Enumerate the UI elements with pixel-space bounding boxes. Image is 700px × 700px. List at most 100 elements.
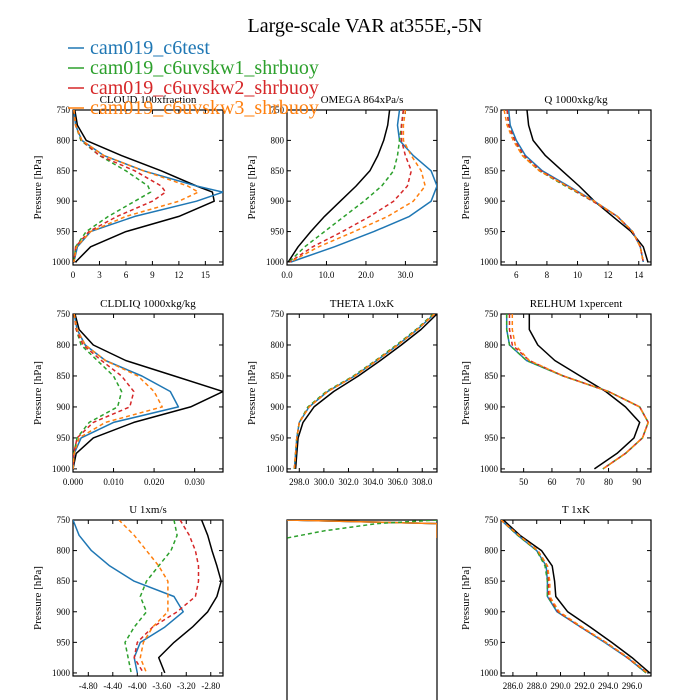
panels-group: CLOUD 100xfraction Pressure [hPa] 750 800 85…: [32, 94, 652, 700]
series-group: [287, 520, 437, 539]
x-tick-label: 302.0: [338, 477, 359, 487]
y-tick-label: 850: [57, 371, 71, 381]
y-tick-label: 800: [57, 135, 71, 145]
series-line-3: [501, 520, 647, 674]
y-tick-label: 950: [57, 637, 71, 647]
x-tick-label: 304.0: [363, 477, 384, 487]
x-tick-label: -3.20: [177, 681, 196, 691]
x-tick-label: 20.0: [358, 270, 374, 280]
series-line-1: [526, 110, 649, 263]
y-tick-label: 950: [57, 227, 71, 237]
y-tick-label: 750: [271, 105, 285, 115]
y-tick-label: 1000: [480, 257, 499, 267]
series-line-4: [133, 520, 200, 674]
y-tick-label: 900: [485, 196, 499, 206]
series-line-2: [501, 520, 647, 674]
y-tick-label: 900: [271, 196, 285, 206]
legend-label: cam019_c6uvskw3_shrbuoy: [90, 97, 319, 119]
panel-title: THETA 1.0xK: [330, 298, 395, 310]
series-line-3: [505, 314, 649, 470]
panel-frame: [72, 109, 224, 266]
y-tick-label: 850: [57, 576, 71, 586]
panel-frame: [500, 519, 652, 677]
y-tick-label: 750: [57, 515, 71, 525]
x-tick-label: 14: [634, 270, 644, 280]
series-line-5: [293, 314, 436, 469]
y-tick-label: 900: [271, 402, 285, 412]
series-line-1: [287, 110, 391, 263]
y-tick-label: 800: [57, 340, 71, 350]
y-tick-label: 1000: [52, 464, 71, 474]
y-axis-label: Pressure [hPa]: [460, 566, 472, 630]
panel-title: CLDLIQ 1000xkg/kg: [100, 298, 196, 310]
panel-9: T 1xK Pressure [hPa] 750 800 850 900 950 1000 28…: [460, 504, 652, 691]
series-line-1: [294, 314, 437, 469]
x-tick-label: 0.030: [184, 477, 205, 487]
panel-1: CLOUD 100xfraction Pressure [hPa] 750 800 85…: [32, 94, 224, 280]
panel-title: CLOUD 100xfraction: [100, 94, 197, 106]
series-line-1: [502, 520, 651, 674]
x-tick-label: 296.0: [622, 681, 643, 691]
panel-6: RELHUM 1xpercent Pressure [hPa] 750 800 850 9…: [460, 298, 652, 487]
x-tick-label: 6: [124, 270, 129, 280]
x-tick-label: 286.0: [503, 681, 524, 691]
panel-frame: [500, 313, 652, 473]
x-tick-label: 9: [150, 270, 155, 280]
series-line-5: [289, 110, 426, 263]
y-tick-label: 850: [271, 166, 285, 176]
y-tick-label: 950: [271, 433, 285, 443]
panel-frame: [286, 109, 438, 266]
x-tick-label: 288.0: [527, 681, 548, 691]
x-tick-label: -2.80: [201, 681, 220, 691]
series-line-1: [157, 520, 222, 674]
y-tick-label: 950: [485, 433, 499, 443]
y-tick-label: 850: [271, 371, 285, 381]
panel-4: CLDLIQ 1000xkg/kg Pressure [hPa] 750 800 850…: [32, 298, 224, 487]
panel-title: OMEGA 864xPa/s: [321, 94, 404, 106]
y-tick-label: 1000: [480, 464, 499, 474]
legend-item-4: cam019_c6uvskw3_shrbuoy: [68, 97, 319, 119]
series-line-3: [506, 110, 645, 263]
x-tick-label: 298.0: [289, 477, 310, 487]
series-group: [287, 110, 437, 263]
x-tick-label: 0.0: [281, 270, 293, 280]
x-tick-label: 90: [632, 477, 642, 487]
x-tick-label: 50: [519, 477, 529, 487]
series-group: [503, 110, 649, 263]
y-axis-label: Pressure [hPa]: [32, 361, 44, 425]
series-line-2: [505, 314, 649, 470]
y-tick-label: 800: [271, 135, 285, 145]
series-line-4: [293, 314, 436, 469]
panel-frame: [286, 519, 438, 700]
x-tick-label: 12: [604, 270, 613, 280]
y-axis-label: Pressure [hPa]: [460, 156, 472, 220]
y-tick-label: 1000: [52, 668, 71, 678]
x-tick-label: -4.80: [79, 681, 98, 691]
legend-item-1: cam019_c6test: [68, 37, 210, 59]
x-tick-label: 0: [71, 270, 76, 280]
y-tick-label: 900: [57, 607, 71, 617]
y-tick-label: 900: [485, 607, 499, 617]
y-tick-label: 1000: [480, 668, 499, 678]
legend-item-3: cam019_c6uvskw2_shrbuoy: [68, 77, 319, 99]
panel-title: U 1xm/s: [129, 504, 167, 516]
legend-label: cam019_c6uvskw2_shrbuoy: [90, 77, 319, 99]
series-line-3: [288, 110, 405, 263]
panel-8: [286, 519, 438, 700]
panel-7: U 1xm/s Pressure [hPa] 750 800 850 900 950 1000…: [32, 504, 224, 691]
series-line-3: [124, 520, 178, 674]
series-group: [293, 314, 437, 469]
panel-frame: [72, 313, 224, 473]
y-tick-label: 950: [271, 227, 285, 237]
legend-label: cam019_c6test: [90, 37, 210, 59]
panel-frame: [500, 109, 652, 266]
panel-5: THETA 1.0xK Pressure [hPa] 750 800 850 900 950…: [246, 298, 438, 487]
x-tick-label: 30.0: [398, 270, 414, 280]
panel-3: Q 1000xkg/kg Pressure [hPa] 750 800 850 900 95…: [460, 94, 652, 280]
y-tick-label: 1000: [266, 257, 285, 267]
y-tick-label: 800: [485, 135, 499, 145]
series-group: [73, 520, 222, 674]
y-tick-label: 1000: [52, 257, 71, 267]
